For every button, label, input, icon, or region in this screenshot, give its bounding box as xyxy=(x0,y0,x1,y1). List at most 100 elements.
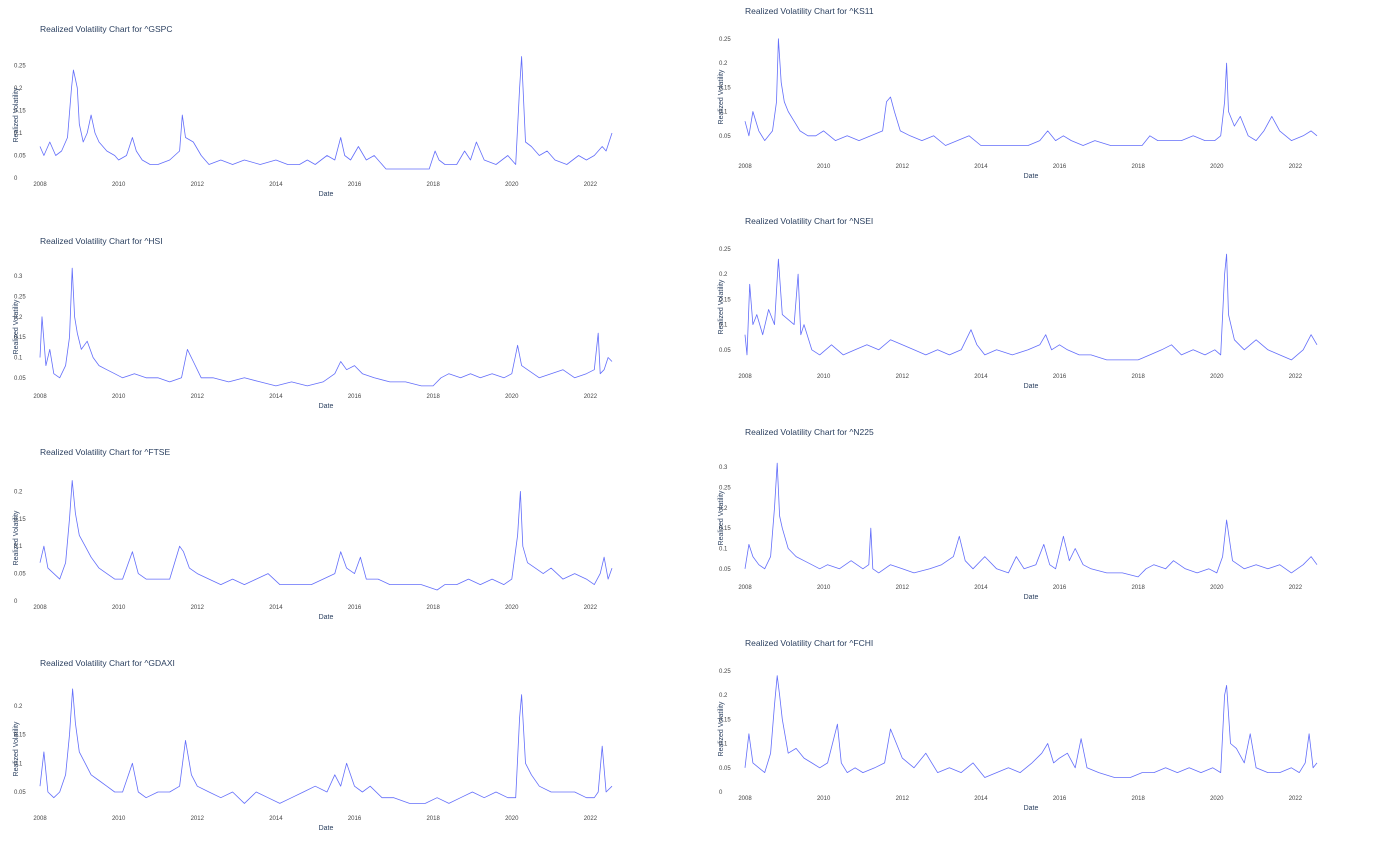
x-tick-label: 2010 xyxy=(817,796,831,802)
x-tick-label: 2010 xyxy=(817,374,831,380)
x-tick-label: 2008 xyxy=(738,585,752,591)
chart-svg: 0.05 0.1 0.15 0.2 0.25 2008 2010 2012 2014 2016 20… xyxy=(718,247,1318,390)
chart-svg: 0 0.05 0.1 0.15 0.2 0.25 2008 2010 2012 2014 2016 2… xyxy=(718,669,1318,812)
chart-panel: Realized Volatility Chart for ^KS11 0.05 0… xyxy=(705,0,1395,190)
x-tick-label: 2012 xyxy=(191,605,205,611)
y-tick-label: 0.05 xyxy=(14,154,26,160)
y-tick-label: 0.1 xyxy=(719,546,728,552)
chart-svg: 0.05 0.1 0.15 0.2 0.25 0.3 2008 2010 2012 2014 201… xyxy=(718,462,1318,601)
x-tick-label: 2022 xyxy=(584,182,598,188)
y-tick-label: 0.05 xyxy=(719,766,731,772)
y-tick-label: 0.05 xyxy=(719,567,731,573)
volatility-line xyxy=(39,267,613,387)
x-axis-label: Date xyxy=(1024,173,1039,180)
x-tick-label: 2020 xyxy=(1210,374,1224,380)
chart-title: Realized Volatility Chart for ^HSI xyxy=(40,236,163,246)
y-axis-label: Realized Volatility xyxy=(718,490,725,545)
x-tick-label: 2014 xyxy=(269,816,283,822)
x-tick-label: 2020 xyxy=(505,394,519,400)
y-tick-label: 0.05 xyxy=(14,790,26,796)
chart-panel: Realized Volatility Chart for ^HSI 0.05 0.… xyxy=(0,230,690,420)
y-tick-label: 0.05 xyxy=(14,376,26,382)
y-tick-label: 0.2 xyxy=(719,61,728,67)
x-tick-label: 2012 xyxy=(896,585,910,591)
y-tick-label: 0.1 xyxy=(719,323,728,329)
x-axis-label: Date xyxy=(319,403,334,410)
x-axis-label: Date xyxy=(319,191,334,198)
x-axis-label: Date xyxy=(1024,805,1039,812)
y-tick-label: 0.25 xyxy=(719,486,731,492)
y-tick-label: 0.15 xyxy=(719,717,731,723)
x-tick-label: 2022 xyxy=(1289,585,1303,591)
y-tick-label: 0.2 xyxy=(719,693,728,699)
chart-panel: Realized Volatility Chart for ^FCHI 0 0.05… xyxy=(705,632,1395,822)
x-tick-label: 2008 xyxy=(33,394,47,400)
y-tick-label: 0.1 xyxy=(14,355,23,361)
x-tick-label: 2008 xyxy=(738,796,752,802)
x-tick-label: 2018 xyxy=(1131,374,1145,380)
x-tick-label: 2016 xyxy=(1053,796,1067,802)
y-tick-label: 0.15 xyxy=(719,526,731,532)
y-tick-label: 0.05 xyxy=(719,134,731,140)
y-axis-label: Realized Volatility xyxy=(718,701,725,756)
y-tick-label: 0.1 xyxy=(719,110,728,116)
x-tick-label: 2014 xyxy=(269,605,283,611)
volatility-line xyxy=(744,253,1318,361)
x-tick-label: 2014 xyxy=(974,374,988,380)
chart-svg: 0.05 0.1 0.15 0.2 2008 2010 2012 2014 2016 2018 20… xyxy=(13,688,613,832)
x-tick-label: 2014 xyxy=(269,182,283,188)
x-tick-label: 2020 xyxy=(505,182,519,188)
y-tick-label: 0.2 xyxy=(14,704,23,710)
x-tick-label: 2020 xyxy=(505,605,519,611)
x-tick-label: 2014 xyxy=(974,585,988,591)
x-axis-label: Date xyxy=(319,825,334,832)
chart-panel: Realized Volatility Chart for ^N225 0.05 0… xyxy=(705,421,1395,611)
chart-title: Realized Volatility Chart for ^FCHI xyxy=(745,638,874,648)
x-tick-label: 2016 xyxy=(1053,374,1067,380)
chart-title: Realized Volatility Chart for ^KS11 xyxy=(745,6,874,16)
x-tick-label: 2008 xyxy=(33,182,47,188)
x-tick-label: 2016 xyxy=(1053,585,1067,591)
y-axis-label: Realized Volatility xyxy=(13,510,20,565)
x-tick-label: 2010 xyxy=(817,164,831,170)
y-tick-label: 0.15 xyxy=(719,85,731,91)
x-tick-label: 2016 xyxy=(348,605,362,611)
x-tick-label: 2016 xyxy=(348,394,362,400)
volatility-line xyxy=(39,56,613,170)
x-tick-label: 2020 xyxy=(505,816,519,822)
x-axis-label: Date xyxy=(1024,594,1039,601)
x-tick-label: 2012 xyxy=(896,164,910,170)
y-tick-label: 0.15 xyxy=(719,297,731,303)
y-tick-label: 0.25 xyxy=(719,247,731,253)
x-tick-label: 2022 xyxy=(1289,164,1303,170)
x-tick-label: 2014 xyxy=(269,394,283,400)
x-tick-label: 2008 xyxy=(738,374,752,380)
y-tick-label: 0.15 xyxy=(14,733,26,739)
x-tick-label: 2018 xyxy=(426,182,440,188)
chart-panel: Realized Volatility Chart for ^FTSE 0 0.05… xyxy=(0,441,690,631)
y-tick-label: 0 xyxy=(14,599,18,605)
x-tick-label: 2018 xyxy=(1131,796,1145,802)
x-tick-label: 2020 xyxy=(1210,164,1224,170)
y-tick-label: 0.15 xyxy=(14,335,26,341)
y-axis-label: Realized Volatility xyxy=(718,69,725,124)
x-tick-label: 2012 xyxy=(896,796,910,802)
x-tick-label: 2010 xyxy=(112,394,126,400)
y-tick-label: 0.2 xyxy=(14,489,23,495)
y-tick-label: 0 xyxy=(14,176,18,182)
x-tick-label: 2022 xyxy=(1289,796,1303,802)
x-axis-label: Date xyxy=(1024,383,1039,390)
y-tick-label: 0.1 xyxy=(719,742,728,748)
chart-panel: Realized Volatility Chart for ^GSPC 0 0.05… xyxy=(0,18,690,208)
y-tick-label: 0.3 xyxy=(14,274,23,280)
volatility-line xyxy=(744,38,1318,146)
y-axis-label: Realized Volatility xyxy=(13,721,20,776)
x-tick-label: 2010 xyxy=(817,585,831,591)
volatility-line xyxy=(744,675,1318,778)
x-tick-label: 2016 xyxy=(348,182,362,188)
y-tick-label: 0.1 xyxy=(14,131,23,137)
x-tick-label: 2012 xyxy=(191,182,205,188)
chart-title: Realized Volatility Chart for ^GDAXI xyxy=(40,658,175,668)
x-axis-label: Date xyxy=(319,614,334,621)
x-tick-label: 2022 xyxy=(584,605,598,611)
